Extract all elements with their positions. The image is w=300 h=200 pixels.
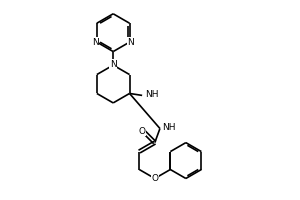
Text: N: N: [127, 38, 134, 47]
Text: NH: NH: [162, 123, 176, 132]
Text: O: O: [151, 174, 158, 183]
Text: N: N: [110, 60, 117, 69]
Text: NH: NH: [146, 90, 159, 99]
Text: O: O: [139, 127, 145, 136]
Text: N: N: [92, 38, 99, 47]
